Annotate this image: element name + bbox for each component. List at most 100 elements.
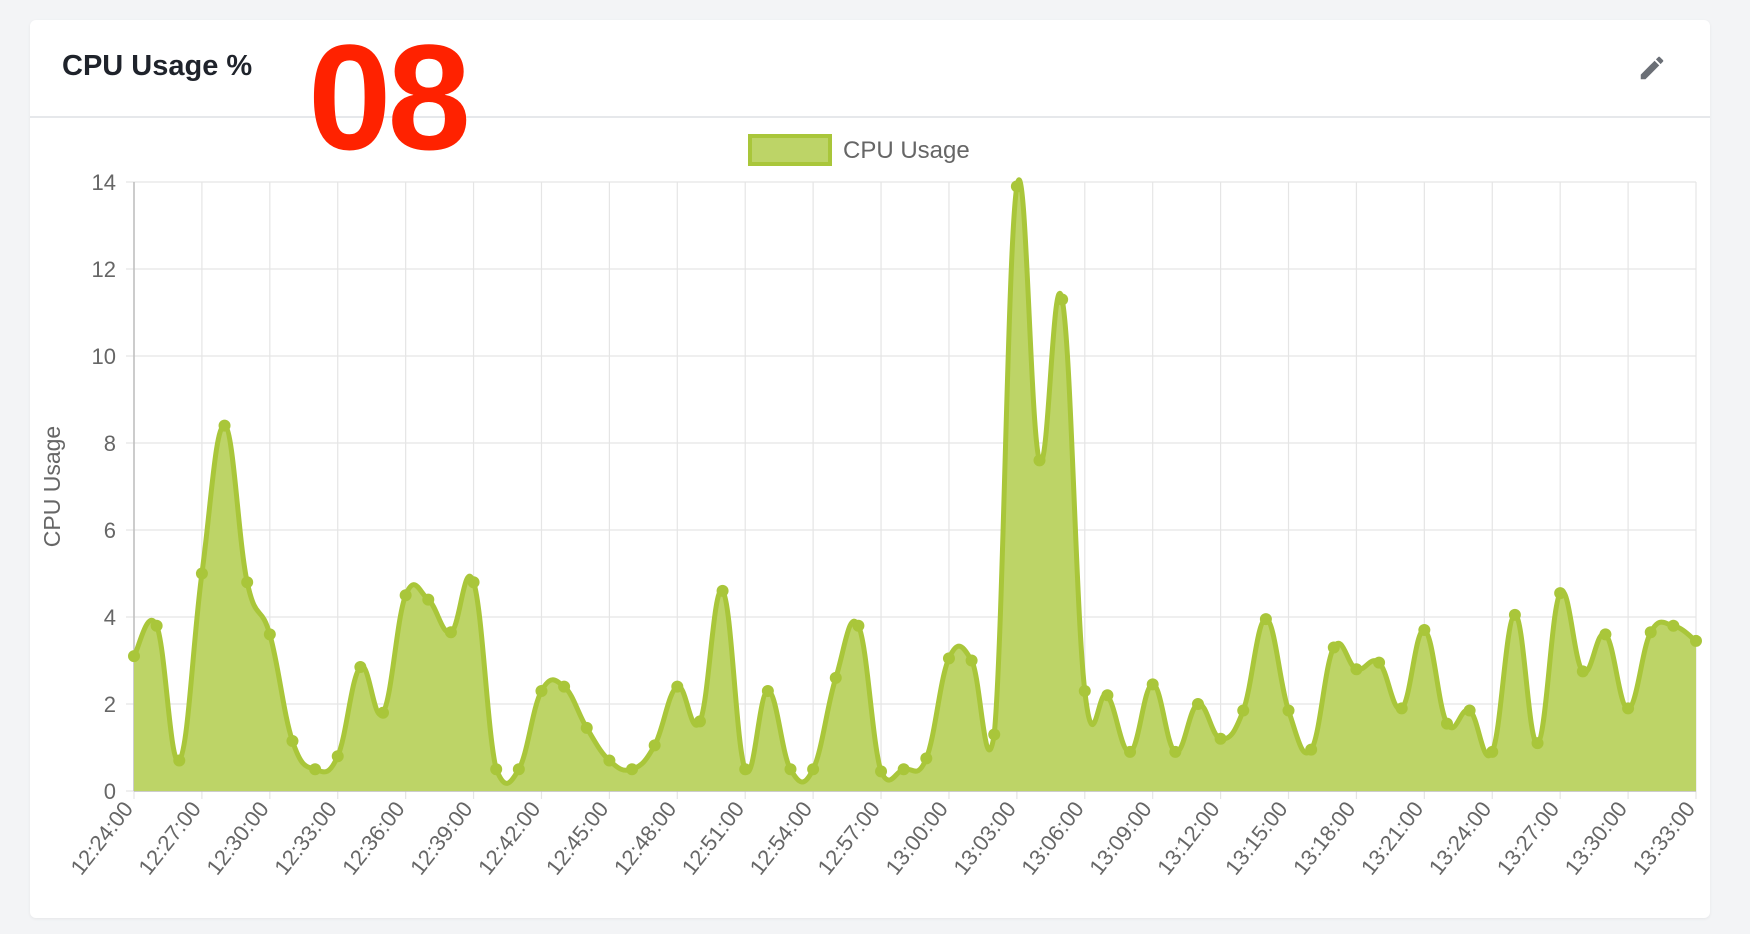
data-point: [1576, 665, 1589, 678]
data-point: [422, 593, 435, 606]
data-point: [286, 734, 299, 747]
data-point: [1078, 684, 1091, 697]
data-point: [1463, 704, 1476, 717]
overlay-label: 08: [308, 13, 471, 181]
panel-header: CPU Usage %: [30, 20, 1710, 118]
x-tick-label: 13:21:00: [1356, 797, 1428, 880]
x-tick-label: 13:06:00: [1016, 797, 1088, 880]
data-point: [263, 628, 276, 641]
x-tick-label: 13:27:00: [1492, 797, 1564, 880]
x-tick-label: 13:12:00: [1152, 797, 1224, 880]
x-tick-label: 12:33:00: [269, 797, 341, 880]
x-tick-label: 12:51:00: [677, 797, 749, 880]
y-tick-label: 2: [104, 692, 116, 717]
data-point: [1599, 628, 1612, 641]
x-tick-label: 13:33:00: [1628, 797, 1700, 880]
legend-label: CPU Usage: [843, 137, 970, 164]
data-point: [1056, 293, 1069, 306]
data-point: [920, 752, 933, 765]
data-point: [716, 584, 729, 597]
data-point: [829, 671, 842, 684]
data-point: [1282, 704, 1295, 717]
data-point: [558, 680, 571, 693]
data-point: [1690, 634, 1702, 647]
data-point: [1440, 717, 1453, 730]
x-tick-label: 12:27:00: [133, 797, 205, 880]
x-tick-label: 12:36:00: [337, 797, 409, 880]
y-tick-label: 0: [104, 779, 116, 804]
data-point: [1101, 689, 1114, 702]
data-point: [1622, 702, 1635, 715]
panel-title: CPU Usage %: [62, 50, 253, 82]
y-tick-label: 4: [104, 605, 116, 630]
data-point: [535, 684, 548, 697]
data-point: [331, 750, 344, 763]
data-point: [784, 763, 797, 776]
x-tick-label: 13:18:00: [1288, 797, 1360, 880]
data-point: [761, 684, 774, 697]
data-point: [648, 739, 661, 752]
edit-button[interactable]: [1630, 46, 1674, 90]
data-point: [852, 619, 865, 632]
data-point: [1531, 737, 1544, 750]
data-point: [1554, 587, 1567, 600]
data-point: [739, 763, 752, 776]
data-point: [965, 654, 978, 667]
legend-swatch: [748, 134, 832, 166]
x-tick-label: 13:30:00: [1560, 797, 1632, 880]
data-point: [1373, 656, 1386, 669]
data-point: [1237, 704, 1250, 717]
x-tick-label: 13:03:00: [948, 797, 1020, 880]
data-point: [1146, 678, 1159, 691]
data-point: [218, 419, 231, 432]
data-point: [580, 721, 593, 734]
x-tick-label: 12:39:00: [405, 797, 477, 880]
data-point: [309, 763, 322, 776]
x-tick-label: 12:48:00: [609, 797, 681, 880]
data-point: [354, 661, 367, 674]
data-point: [1667, 619, 1680, 632]
y-tick-label: 6: [104, 518, 116, 543]
data-point: [377, 706, 390, 719]
data-point: [1418, 624, 1431, 637]
data-point: [603, 754, 616, 767]
data-point: [1327, 641, 1340, 654]
data-point: [241, 576, 254, 589]
data-point: [897, 763, 910, 776]
data-point: [942, 652, 955, 665]
data-point: [173, 754, 186, 767]
data-point: [128, 650, 140, 663]
data-point: [1259, 613, 1272, 626]
data-point: [512, 763, 525, 776]
data-point: [1124, 745, 1137, 758]
y-tick-label: 8: [104, 431, 116, 456]
data-point: [467, 576, 480, 589]
data-point: [1644, 626, 1657, 639]
data-point: [988, 728, 1001, 741]
data-point: [1486, 745, 1499, 758]
data-point: [1395, 702, 1408, 715]
x-tick-label: 12:57:00: [813, 797, 885, 880]
data-point: [626, 763, 639, 776]
x-tick-label: 13:09:00: [1084, 797, 1156, 880]
data-point: [807, 763, 820, 776]
data-point: [1033, 454, 1046, 467]
data-point: [1191, 698, 1204, 710]
x-tick-label: 12:54:00: [745, 797, 817, 880]
data-point: [150, 619, 163, 632]
data-point: [693, 715, 706, 728]
y-tick-label: 14: [92, 170, 116, 195]
x-tick-label: 12:45:00: [541, 797, 613, 880]
data-point: [671, 680, 684, 693]
pencil-icon: [1640, 56, 1664, 80]
data-point: [1508, 608, 1521, 621]
data-point: [490, 763, 503, 776]
x-tick-label: 12:42:00: [473, 797, 545, 880]
data-point: [399, 589, 412, 602]
series-area: [134, 179, 1696, 792]
data-point: [1169, 745, 1182, 758]
data-point: [195, 567, 208, 580]
y-tick-label: 10: [92, 344, 116, 369]
x-tick-label: 12:24:00: [66, 797, 138, 880]
